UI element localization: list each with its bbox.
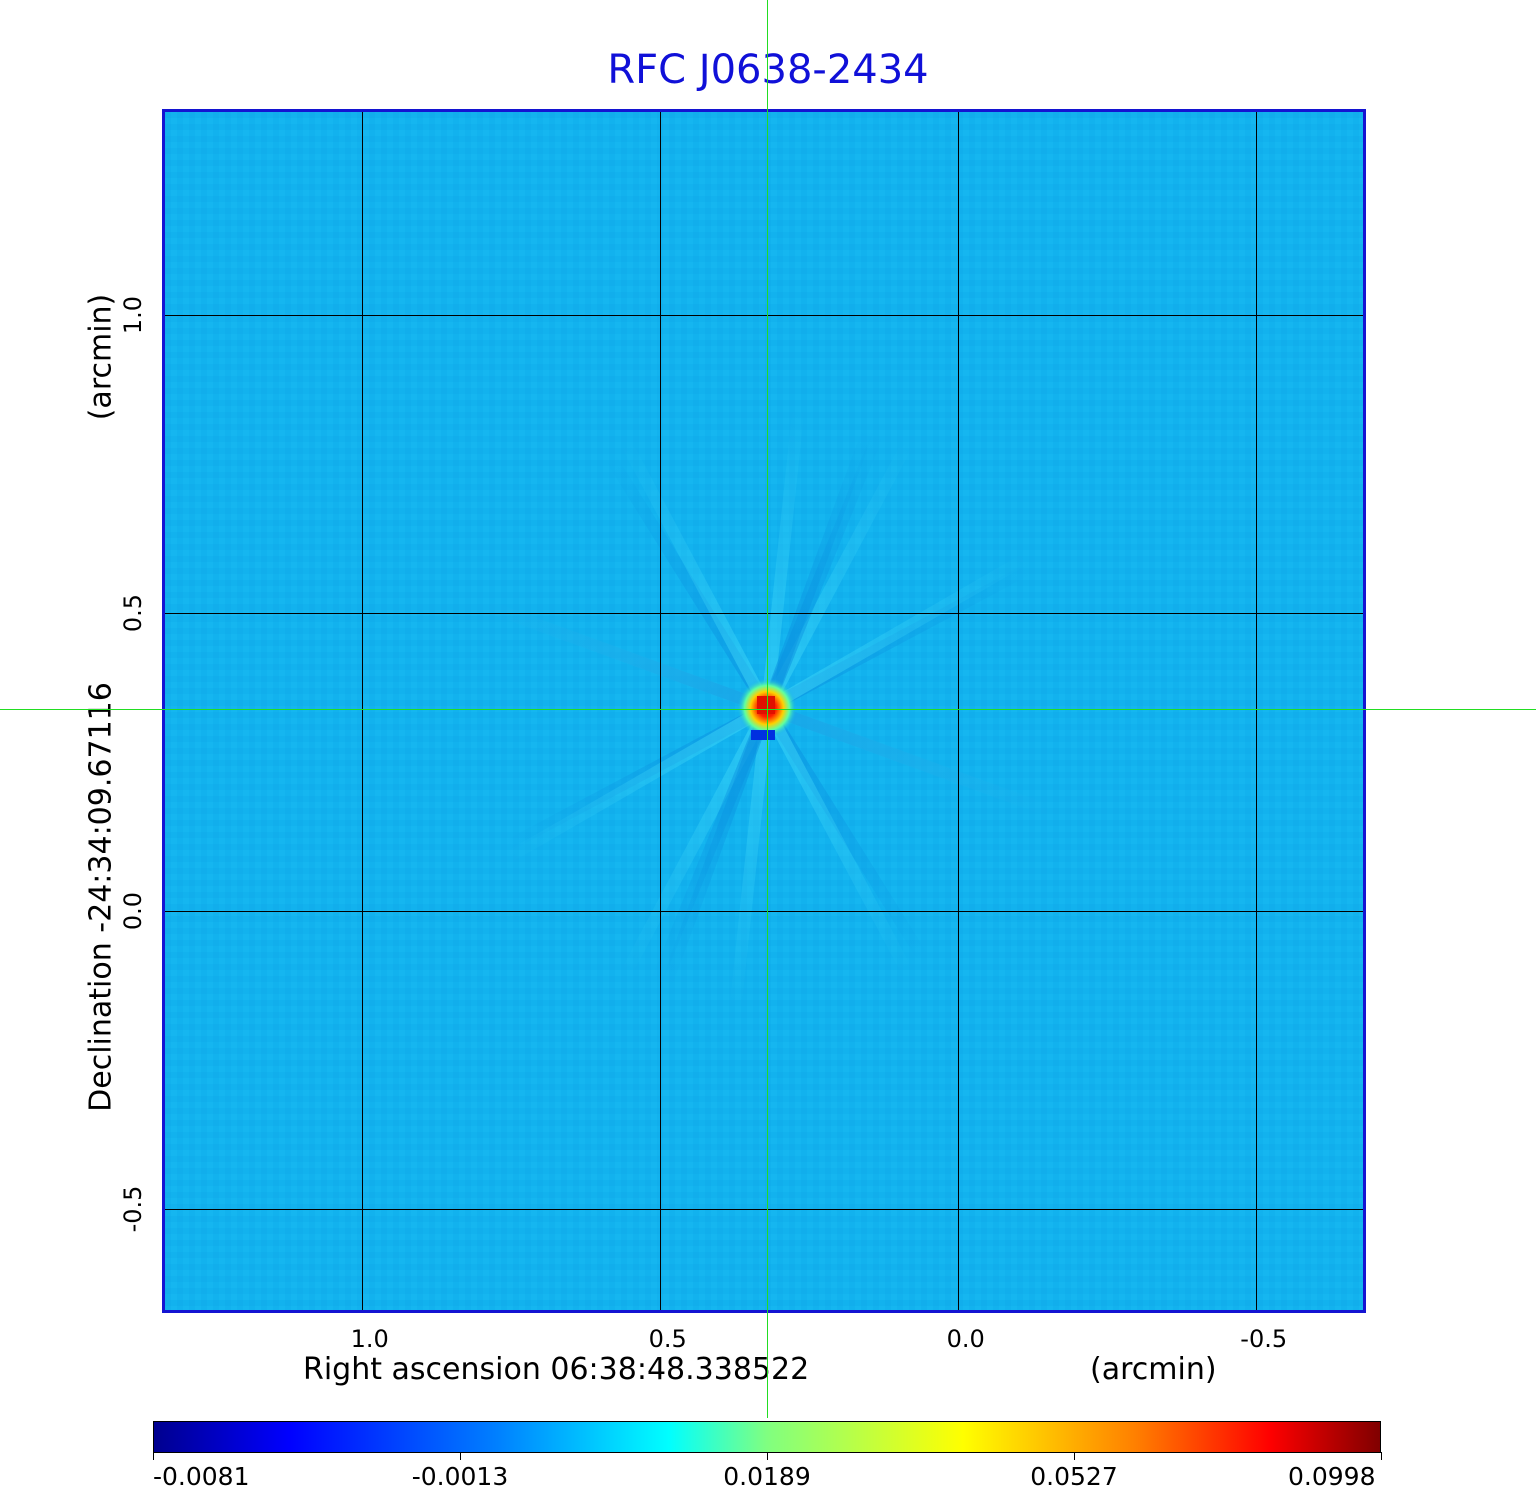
x-tick-label: 0.0: [946, 1325, 985, 1353]
grid-line-y: [165, 612, 1363, 614]
grid-line-y: [165, 1208, 1363, 1210]
y-tick-label: -0.5: [119, 1185, 147, 1233]
x-axis-label: Right ascension 06:38:48.338522: [303, 1352, 810, 1387]
x-tick-label: 1.0: [350, 1325, 389, 1353]
y-tick-label: 1.0: [119, 295, 147, 334]
y-tick-label: 0.5: [119, 593, 147, 632]
crosshair-horizontal: [0, 709, 1536, 710]
grid-line-y: [165, 910, 1363, 912]
grid-line-x: [659, 112, 661, 1310]
colorbar-tick-label: 0.0527: [1030, 1462, 1118, 1491]
colorbar-tick: [1074, 1452, 1075, 1460]
colorbar-tick: [1381, 1452, 1382, 1460]
colorbar-tick: [460, 1452, 461, 1460]
y-axis-label: Declination -24:34:09.67116: [83, 682, 119, 1112]
grid-line-x: [1255, 112, 1257, 1310]
colorbar-tick-label: -0.0013: [411, 1462, 509, 1491]
image-map[interactable]: [165, 112, 1363, 1310]
source-peak: [756, 696, 775, 715]
image-map-frame: [162, 109, 1366, 1313]
colorbar: [153, 1421, 1381, 1453]
y-axis-unit: (arcmin): [83, 293, 119, 421]
grid-line-y: [165, 314, 1363, 316]
y-tick-label: 0.0: [119, 891, 147, 930]
image-map-svg: [165, 112, 1363, 1310]
grid-line-x: [957, 112, 959, 1310]
x-tick-label: 0.5: [648, 1325, 687, 1353]
colorbar-tick-label: 0.0189: [723, 1462, 811, 1491]
grid-line-x: [361, 112, 363, 1310]
chart-title: RFC J0638-2434: [607, 47, 929, 93]
negative-sidelobe: [750, 730, 775, 741]
colorbar-tick-label: 0.0998: [1288, 1462, 1376, 1491]
x-axis-unit: (arcmin): [1090, 1352, 1217, 1387]
x-tick-label: -0.5: [1240, 1325, 1288, 1353]
colorbar-tick: [153, 1452, 154, 1460]
colorbar-tick: [767, 1452, 768, 1460]
colorbar-tick-label: -0.0081: [153, 1462, 250, 1491]
